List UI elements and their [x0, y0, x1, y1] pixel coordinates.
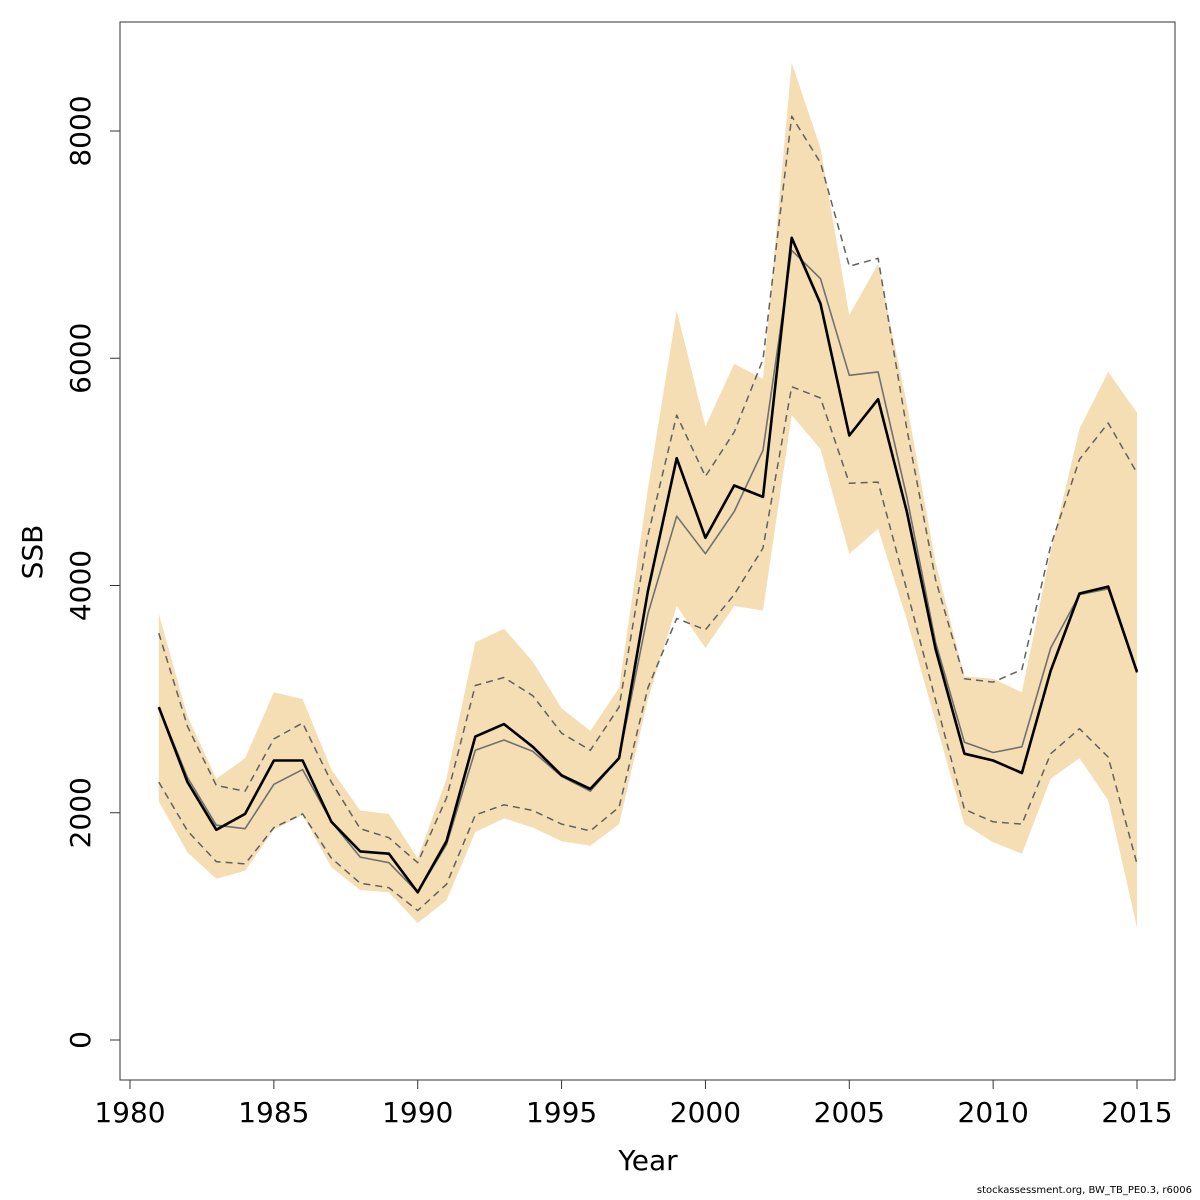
confidence-band-layer: [158, 62, 1138, 928]
confidence-band: [158, 62, 1138, 928]
x-tick-label: 1985: [238, 1096, 309, 1129]
x-tick-label: 1995: [526, 1096, 597, 1129]
y-axis-label: SSB: [16, 525, 49, 580]
x-tick-label: 2005: [814, 1096, 885, 1129]
series-line-ssb-estimate: [157, 236, 1139, 894]
y-tick-label: 4000: [64, 550, 97, 621]
footer-credit: stockassessment.org, BW_TB_PE0.3, r6006: [976, 1185, 1192, 1196]
x-tick-label: 2000: [670, 1096, 741, 1129]
x-axis-label: Year: [617, 1144, 678, 1177]
x-tick-label: 2010: [958, 1096, 1029, 1129]
y-axis: 0 2000 4000 6000 8000: [64, 95, 121, 1049]
series-line-upper-dashed-bound: [158, 115, 1138, 864]
y-tick-label: 6000: [64, 323, 97, 394]
x-tick-label: 1990: [382, 1096, 453, 1129]
x-axis: 1980 1985 1990 1995 2000 2005 2010 2015: [94, 1079, 1173, 1129]
y-tick-label: 8000: [64, 95, 97, 166]
series-line-lower-dashed-bound: [158, 385, 1138, 912]
x-tick-label: 2015: [1101, 1096, 1172, 1129]
series-layer: [157, 115, 1139, 912]
y-tick-label: 0: [64, 1031, 97, 1049]
x-tick-label: 1980: [94, 1096, 165, 1129]
y-tick-label: 2000: [64, 777, 97, 848]
